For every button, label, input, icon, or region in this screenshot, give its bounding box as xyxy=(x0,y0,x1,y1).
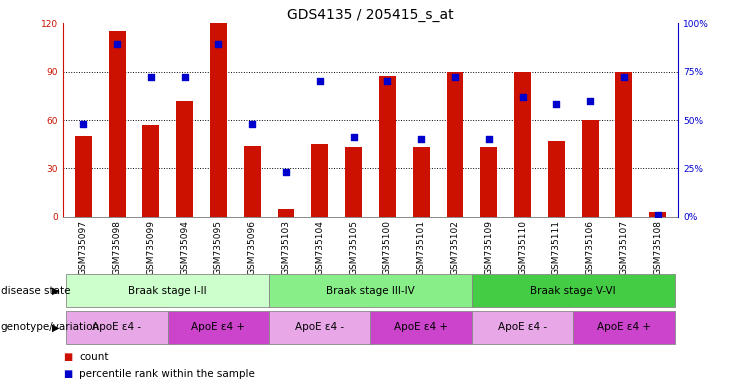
Text: ApoE ε4 -: ApoE ε4 - xyxy=(295,322,345,333)
Bar xyxy=(370,311,472,344)
Text: GSM735109: GSM735109 xyxy=(485,220,494,275)
Text: GSM735104: GSM735104 xyxy=(316,220,325,275)
Text: GSM735103: GSM735103 xyxy=(282,220,290,275)
Bar xyxy=(109,31,125,217)
Point xyxy=(584,98,596,104)
Point xyxy=(179,74,190,80)
Bar xyxy=(210,23,227,217)
Point xyxy=(314,78,326,84)
Bar xyxy=(649,212,666,217)
Bar xyxy=(480,147,497,217)
Bar xyxy=(413,147,430,217)
Text: GSM735096: GSM735096 xyxy=(247,220,256,275)
Bar xyxy=(345,147,362,217)
Text: GSM735094: GSM735094 xyxy=(180,220,189,275)
Text: disease state: disease state xyxy=(1,286,70,296)
Point xyxy=(246,121,258,127)
Text: GSM735107: GSM735107 xyxy=(619,220,628,275)
Text: GSM735111: GSM735111 xyxy=(552,220,561,275)
Text: GSM735101: GSM735101 xyxy=(416,220,425,275)
Point xyxy=(213,41,225,48)
Point xyxy=(348,134,359,141)
Point xyxy=(77,121,89,127)
Point xyxy=(516,94,528,100)
Bar xyxy=(67,275,269,307)
Text: ▶: ▶ xyxy=(52,286,59,296)
Bar xyxy=(176,101,193,217)
Text: ApoE ε4 +: ApoE ε4 + xyxy=(394,322,448,333)
Bar xyxy=(379,76,396,217)
Bar xyxy=(582,120,599,217)
Bar xyxy=(244,146,261,217)
Bar xyxy=(167,311,269,344)
Text: ApoE ε4 -: ApoE ε4 - xyxy=(498,322,547,333)
Point xyxy=(280,169,292,175)
Text: GSM735097: GSM735097 xyxy=(79,220,87,275)
Point xyxy=(551,101,562,108)
Text: ▶: ▶ xyxy=(52,322,59,333)
Text: percentile rank within the sample: percentile rank within the sample xyxy=(79,369,255,379)
Bar xyxy=(574,311,674,344)
Text: Braak stage V-VI: Braak stage V-VI xyxy=(531,286,616,296)
Bar xyxy=(67,311,167,344)
Title: GDS4135 / 205415_s_at: GDS4135 / 205415_s_at xyxy=(288,8,453,22)
Point xyxy=(618,74,630,80)
Text: GSM735110: GSM735110 xyxy=(518,220,527,275)
Text: GSM735105: GSM735105 xyxy=(349,220,358,275)
Bar xyxy=(472,275,674,307)
Point xyxy=(415,136,427,142)
Text: Braak stage I-II: Braak stage I-II xyxy=(128,286,207,296)
Text: GSM735108: GSM735108 xyxy=(654,220,662,275)
Text: ApoE ε4 +: ApoE ε4 + xyxy=(191,322,245,333)
Bar xyxy=(447,71,463,217)
Text: ApoE ε4 -: ApoE ε4 - xyxy=(93,322,142,333)
Bar xyxy=(548,141,565,217)
Text: GSM735099: GSM735099 xyxy=(146,220,156,275)
Text: count: count xyxy=(79,352,109,362)
Point xyxy=(449,74,461,80)
Bar xyxy=(269,275,472,307)
Text: GSM735095: GSM735095 xyxy=(214,220,223,275)
Point xyxy=(483,136,495,142)
Text: ApoE ε4 +: ApoE ε4 + xyxy=(597,322,651,333)
Bar xyxy=(278,209,294,217)
Point xyxy=(145,74,157,80)
Text: GSM735106: GSM735106 xyxy=(585,220,595,275)
Bar xyxy=(75,136,92,217)
Text: GSM735100: GSM735100 xyxy=(383,220,392,275)
Text: GSM735098: GSM735098 xyxy=(113,220,122,275)
Bar xyxy=(311,144,328,217)
Bar xyxy=(472,311,574,344)
Bar xyxy=(616,71,632,217)
Point xyxy=(382,78,393,84)
Bar xyxy=(142,125,159,217)
Text: Braak stage III-IV: Braak stage III-IV xyxy=(326,286,415,296)
Text: ■: ■ xyxy=(63,352,72,362)
Point xyxy=(111,41,123,48)
Bar xyxy=(514,71,531,217)
Point xyxy=(652,212,664,218)
Text: ■: ■ xyxy=(63,369,72,379)
Bar xyxy=(269,311,370,344)
Text: GSM735102: GSM735102 xyxy=(451,220,459,275)
Text: genotype/variation: genotype/variation xyxy=(1,322,100,333)
